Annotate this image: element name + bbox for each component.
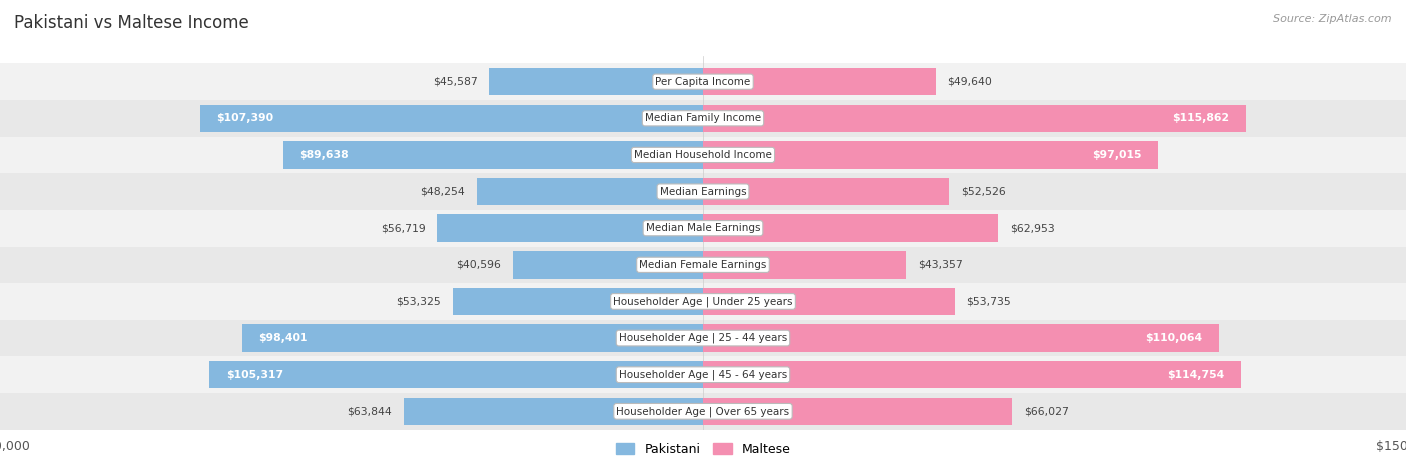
Text: $40,596: $40,596 [456, 260, 501, 270]
Text: $43,357: $43,357 [918, 260, 963, 270]
Bar [242, 325, 703, 352]
Text: Householder Age | 25 - 44 years: Householder Age | 25 - 44 years [619, 333, 787, 343]
Text: $53,325: $53,325 [396, 297, 441, 306]
Bar [0, 210, 1406, 247]
Legend: Pakistani, Maltese: Pakistani, Maltese [610, 438, 796, 461]
Text: Householder Age | Over 65 years: Householder Age | Over 65 years [616, 406, 790, 417]
Text: $49,640: $49,640 [948, 77, 993, 87]
Bar [703, 361, 1241, 389]
Text: $62,953: $62,953 [1010, 223, 1054, 233]
Text: Pakistani vs Maltese Income: Pakistani vs Maltese Income [14, 14, 249, 32]
Bar [0, 393, 1406, 430]
Text: Median Earnings: Median Earnings [659, 186, 747, 197]
Bar [283, 141, 703, 169]
Text: Source: ZipAtlas.com: Source: ZipAtlas.com [1274, 14, 1392, 24]
Text: $115,862: $115,862 [1173, 113, 1230, 123]
Bar [703, 397, 1012, 425]
Bar [0, 247, 1406, 283]
Text: $45,587: $45,587 [433, 77, 478, 87]
Bar [0, 356, 1406, 393]
Bar [477, 178, 703, 205]
Text: $56,719: $56,719 [381, 223, 426, 233]
Bar [209, 361, 703, 389]
Text: $89,638: $89,638 [299, 150, 349, 160]
Text: $48,254: $48,254 [420, 186, 465, 197]
Bar [703, 251, 907, 278]
Text: $53,735: $53,735 [966, 297, 1011, 306]
Bar [703, 178, 949, 205]
Text: $97,015: $97,015 [1092, 150, 1142, 160]
Bar [703, 214, 998, 242]
Text: $110,064: $110,064 [1146, 333, 1202, 343]
Text: Median Male Earnings: Median Male Earnings [645, 223, 761, 233]
Text: $107,390: $107,390 [217, 113, 273, 123]
Text: $105,317: $105,317 [226, 370, 283, 380]
Text: $63,844: $63,844 [347, 406, 392, 416]
Bar [703, 325, 1219, 352]
Text: Median Household Income: Median Household Income [634, 150, 772, 160]
Bar [0, 64, 1406, 100]
Text: $98,401: $98,401 [259, 333, 308, 343]
Text: Householder Age | Under 25 years: Householder Age | Under 25 years [613, 296, 793, 307]
Text: $66,027: $66,027 [1024, 406, 1069, 416]
Bar [0, 283, 1406, 320]
Text: Per Capita Income: Per Capita Income [655, 77, 751, 87]
Bar [703, 141, 1157, 169]
Bar [489, 68, 703, 95]
Bar [703, 105, 1246, 132]
Bar [513, 251, 703, 278]
Bar [0, 173, 1406, 210]
Bar [703, 68, 935, 95]
Bar [0, 137, 1406, 173]
Bar [200, 105, 703, 132]
Text: $52,526: $52,526 [960, 186, 1005, 197]
Bar [437, 214, 703, 242]
Text: Householder Age | 45 - 64 years: Householder Age | 45 - 64 years [619, 369, 787, 380]
Bar [703, 288, 955, 315]
Bar [0, 100, 1406, 137]
Bar [453, 288, 703, 315]
Text: Median Female Earnings: Median Female Earnings [640, 260, 766, 270]
Text: $114,754: $114,754 [1167, 370, 1225, 380]
Bar [0, 320, 1406, 356]
Bar [404, 397, 703, 425]
Text: Median Family Income: Median Family Income [645, 113, 761, 123]
